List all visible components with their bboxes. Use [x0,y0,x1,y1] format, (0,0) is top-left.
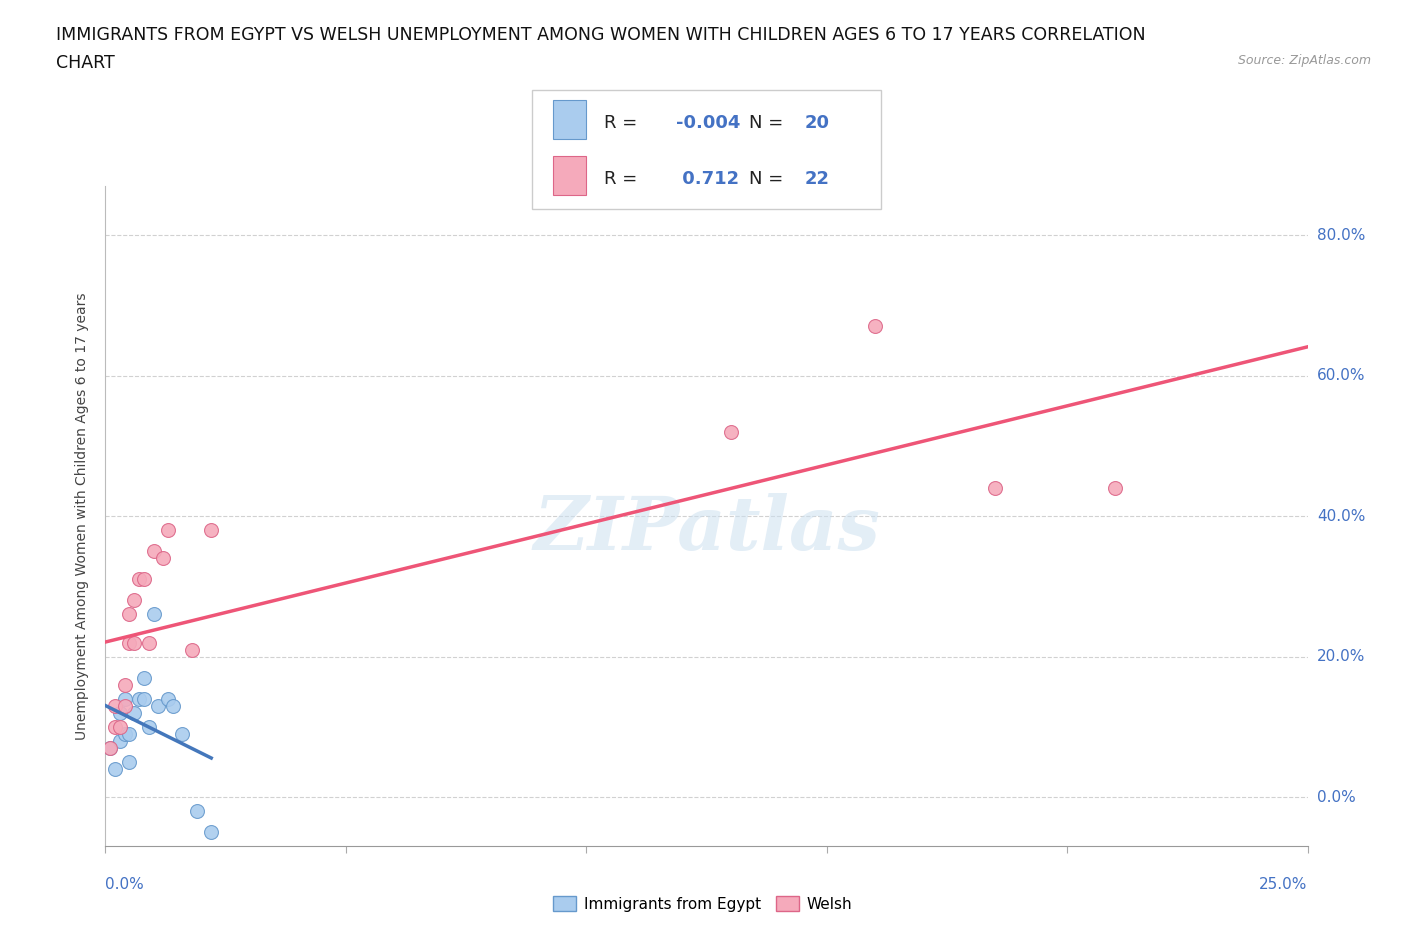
Text: Source: ZipAtlas.com: Source: ZipAtlas.com [1237,54,1371,67]
Point [148,698,170,713]
Point [98,740,121,755]
Text: CHART: CHART [56,54,115,72]
Point [124,705,146,720]
Point [138,635,160,650]
Point [124,593,146,608]
Point [118,607,141,622]
Point [114,677,136,692]
Point [128,691,150,706]
Point [1104,481,1126,496]
Point [200,523,222,538]
FancyBboxPatch shape [553,100,586,140]
Point [720,424,742,439]
Point [132,671,155,685]
Point [114,726,136,741]
Point [200,825,222,840]
Point [172,726,194,741]
Text: 0.0%: 0.0% [105,877,145,892]
Text: 25.0%: 25.0% [1260,877,1308,892]
Point [181,643,204,658]
Text: R =: R = [605,114,637,132]
Point [863,319,886,334]
Text: 40.0%: 40.0% [1317,509,1365,524]
Text: 0.0%: 0.0% [1317,790,1355,804]
Text: ZIPatlas: ZIPatlas [533,493,880,565]
Point [108,734,131,749]
Point [156,523,179,538]
Point [152,551,174,565]
Text: N =: N = [748,170,783,189]
Point [108,705,131,720]
Point [104,762,127,777]
Text: IMMIGRANTS FROM EGYPT VS WELSH UNEMPLOYMENT AMONG WOMEN WITH CHILDREN AGES 6 TO : IMMIGRANTS FROM EGYPT VS WELSH UNEMPLOYM… [56,26,1146,44]
Text: -0.004: -0.004 [676,114,741,132]
Point [132,691,155,706]
Point [118,635,141,650]
Point [128,572,150,587]
Point [118,754,141,769]
Point [162,698,184,713]
Text: 0.712: 0.712 [676,170,740,189]
Text: 20.0%: 20.0% [1317,649,1365,664]
Text: 60.0%: 60.0% [1317,368,1365,383]
Point [138,720,160,735]
Point [186,804,208,818]
Text: N =: N = [748,114,783,132]
Point [114,691,136,706]
Text: 80.0%: 80.0% [1317,228,1365,243]
Y-axis label: Unemployment Among Women with Children Ages 6 to 17 years: Unemployment Among Women with Children A… [76,292,90,740]
Point [124,635,146,650]
Point [108,720,131,735]
Text: R =: R = [605,170,637,189]
Point [132,572,155,587]
Point [156,691,179,706]
Text: 20: 20 [806,114,830,132]
Legend: Immigrants from Egypt, Welsh: Immigrants from Egypt, Welsh [547,889,859,918]
Point [104,720,127,735]
Point [984,481,1007,496]
FancyBboxPatch shape [553,155,586,195]
Point [142,607,165,622]
Point [114,698,136,713]
FancyBboxPatch shape [533,90,880,209]
Point [98,740,121,755]
Point [104,698,127,713]
Text: 22: 22 [806,170,830,189]
Point [142,544,165,559]
Point [118,726,141,741]
